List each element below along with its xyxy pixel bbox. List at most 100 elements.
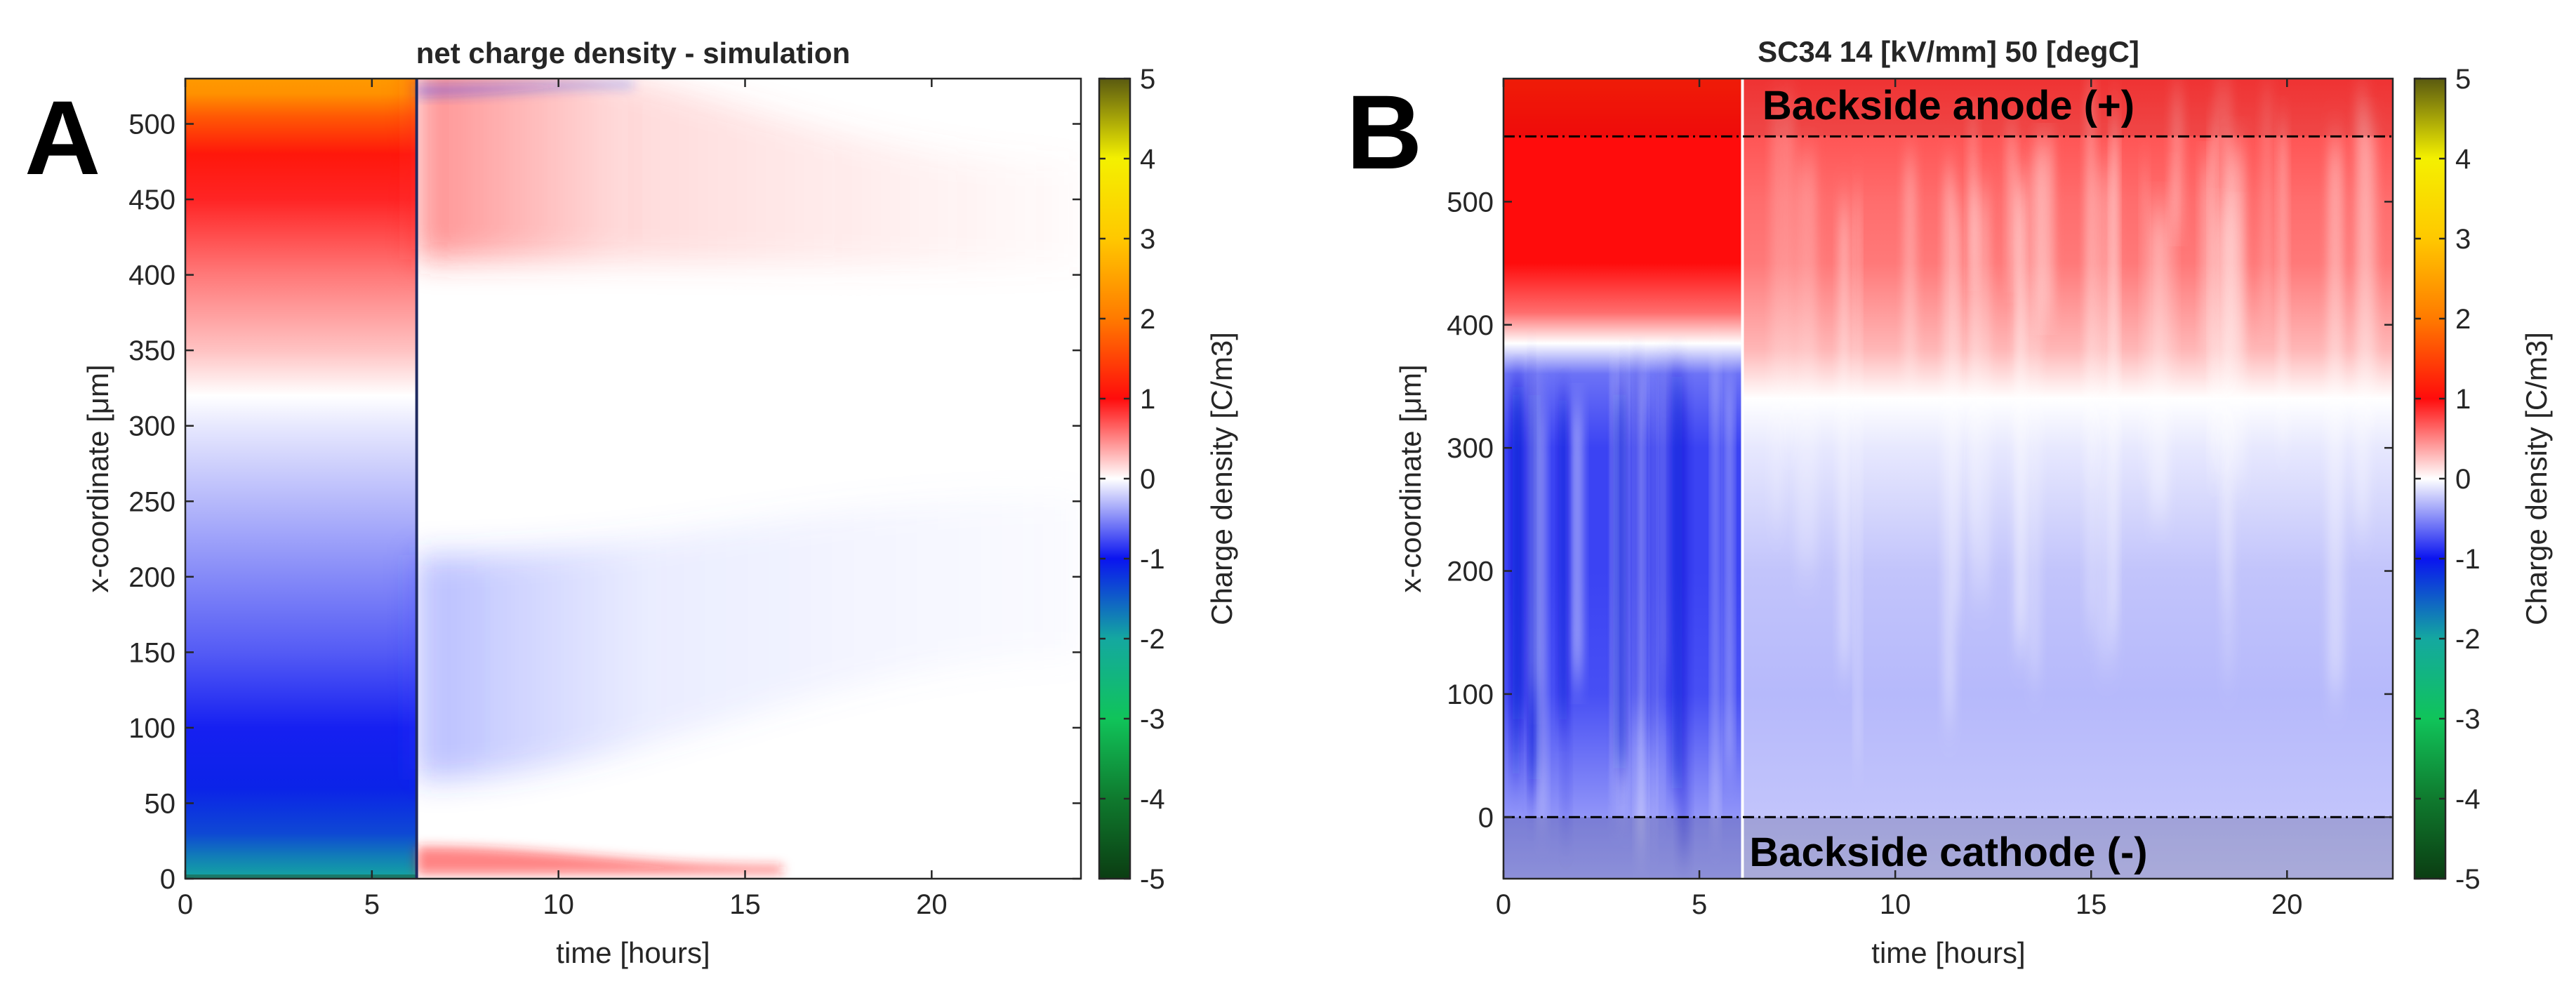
chart-b-heatmap: Backside anode (+) Backside cathode (-)	[1503, 79, 2393, 879]
chart-b-noise-streaks	[1512, 81, 2378, 850]
colorbar-tick-label: -1	[2455, 544, 2481, 575]
chart-b-streak	[1512, 387, 1525, 719]
chart-b-colorbar-label: Charge density [C/m3]	[2520, 332, 2553, 625]
chart-b-y-axis: 0 100 200 300 400 500	[1447, 187, 2393, 833]
chart-b-x-axis: 0 5 10 15 20	[1496, 79, 2303, 920]
chart-a-frame	[184, 77, 1082, 880]
chart-b-streak	[2228, 206, 2243, 356]
colorbar-tick-label: 1	[1140, 384, 1155, 415]
colorbar-tick-label: 1	[2455, 384, 2471, 415]
chart-b-streak	[2149, 211, 2169, 513]
chart-b-ylabel: x-coordinate [μm]	[1394, 364, 1427, 592]
chart-b-colorbar-ticks: -5 -4 -3 -2 -1 0 1 2 3 4 5	[2415, 64, 2481, 895]
x-tick-label: 20	[2271, 889, 2303, 920]
chart-b-streak	[2085, 164, 2099, 467]
chart-a-title: net charge density - simulation	[416, 36, 850, 69]
colorbar-tick-label: 5	[2455, 64, 2471, 95]
chart-a-cathode-layer	[416, 846, 783, 875]
chart-b-streak	[1838, 208, 1850, 666]
chart-b-streak	[1953, 208, 1962, 609]
colorbar-tick-label: -5	[1140, 864, 1165, 895]
chart-b-colorbar: -5 -4 -3 -2 -1 0 1 2 3 4 5 Charge density [C/m3]	[2413, 64, 2553, 895]
panel-label-b: B	[1346, 73, 1422, 191]
chart-a-colorbar-label-text: Charge density [C/m3]	[1205, 332, 1238, 625]
colorbar-tick-label: 3	[1140, 224, 1155, 255]
chart-a-negative-decay	[416, 495, 1081, 780]
colorbar-tick-label: 0	[2455, 464, 2471, 495]
chart-b-frame	[1502, 77, 2394, 880]
chart-a-xlabel: time [hours]	[556, 936, 710, 969]
chart-b-streak	[1650, 384, 1657, 834]
chart-b-xlabel: time [hours]	[1871, 936, 2025, 969]
chart-b-cathode-shade	[1503, 817, 2393, 879]
chart-b-streak	[2110, 133, 2118, 622]
x-tick-label: 5	[1692, 889, 1707, 920]
chart-b-streak	[1943, 173, 1956, 718]
chart-b-streak	[2200, 161, 2211, 357]
chart-a-anode-layer	[416, 81, 633, 98]
panel-label-a: A	[25, 79, 100, 197]
chart-b-streak	[2327, 142, 2344, 691]
chart-b-streak	[1571, 410, 1584, 678]
chart-b: B SC34 14 [kV/mm] 50 [degC] Backside ano…	[1346, 35, 2553, 969]
y-tick-label: 400	[128, 260, 175, 291]
x-tick-label: 10	[1880, 889, 1911, 920]
colorbar-tick-label: -3	[2455, 704, 2481, 735]
chart-b-streak	[1725, 386, 1733, 764]
chart-a-decay-features	[416, 79, 1081, 875]
chart-b-streak	[1621, 377, 1627, 765]
colorbar-tick-label: -4	[2455, 784, 2481, 815]
x-tick-label: 0	[178, 889, 193, 920]
chart-b-streak	[2278, 126, 2288, 444]
chart-b-streak	[2007, 133, 2017, 288]
chart-a-colorbar-ticks: -5 -4 -3 -2 -1 0 1 2 3 4 5	[1099, 64, 1165, 895]
colorbar-tick-label: -5	[2455, 864, 2481, 895]
colorbar-tick-label: -4	[1140, 784, 1165, 815]
chart-b-streak	[1633, 370, 1641, 713]
y-tick-label: 150	[128, 637, 175, 668]
colorbar-tick-label: -2	[2455, 624, 2481, 655]
y-tick-label: 100	[128, 713, 175, 744]
x-tick-label: 10	[543, 889, 574, 920]
chart-b-streak	[1903, 158, 1917, 390]
colorbar-tick-label: 0	[1140, 464, 1155, 495]
chart-b-streak	[2013, 177, 2027, 649]
colorbar-tick-label: 4	[2455, 144, 2471, 175]
y-tick-label: 300	[1447, 433, 1494, 464]
chart-a-y-axis: 0 50 100 150 200 250 300 350 400 450 500	[128, 109, 1081, 895]
y-tick-label: 100	[1447, 679, 1494, 710]
x-tick-label: 15	[729, 889, 761, 920]
chart-b-streak	[2141, 167, 2149, 464]
chart-b-anode-label: Backside anode (+)	[1762, 83, 2135, 128]
y-tick-label: 450	[128, 185, 175, 215]
colorbar-tick-label: -3	[1140, 704, 1165, 735]
x-tick-label: 20	[916, 889, 948, 920]
chart-b-streak	[1659, 374, 1672, 703]
chart-b-streak	[1562, 406, 1569, 830]
chart-b-streak	[2170, 91, 2184, 232]
chart-a-colorbar-label: Charge density [C/m3]	[1205, 332, 1238, 625]
y-tick-label: 400	[1447, 310, 1494, 341]
colorbar-tick-label: 3	[2455, 224, 2471, 255]
x-tick-label: 15	[2076, 889, 2107, 920]
chart-b-streak	[2040, 165, 2047, 348]
y-tick-label: 200	[128, 562, 175, 593]
y-tick-label: 50	[145, 788, 176, 819]
chart-b-streak	[2210, 213, 2226, 471]
y-tick-label: 250	[128, 486, 175, 517]
chart-b-streak	[1854, 197, 1861, 757]
y-tick-label: 200	[1447, 557, 1494, 587]
chart-b-streak	[1970, 192, 1991, 592]
chart-b-colorbar-label-text: Charge density [C/m3]	[2520, 332, 2553, 625]
chart-a-colorbar: -5 -4 -3 -2 -1 0 1 2 3 4 5 Charge density [C/m3]	[1098, 64, 1238, 895]
colorbar-tick-label: 2	[1140, 304, 1155, 335]
chart-a-on-band	[185, 79, 417, 879]
y-tick-label: 0	[160, 864, 175, 895]
y-tick-label: 0	[1478, 802, 1494, 833]
y-tick-label: 500	[128, 109, 175, 140]
chart-a-x-axis: 0 5 10 15 20	[178, 79, 948, 920]
y-tick-label: 500	[1447, 187, 1494, 218]
chart-b-streak	[1712, 363, 1719, 826]
x-tick-label: 0	[1496, 889, 1511, 920]
chart-a: A net charge density - simulation 0 5 10 15…	[25, 36, 1238, 969]
